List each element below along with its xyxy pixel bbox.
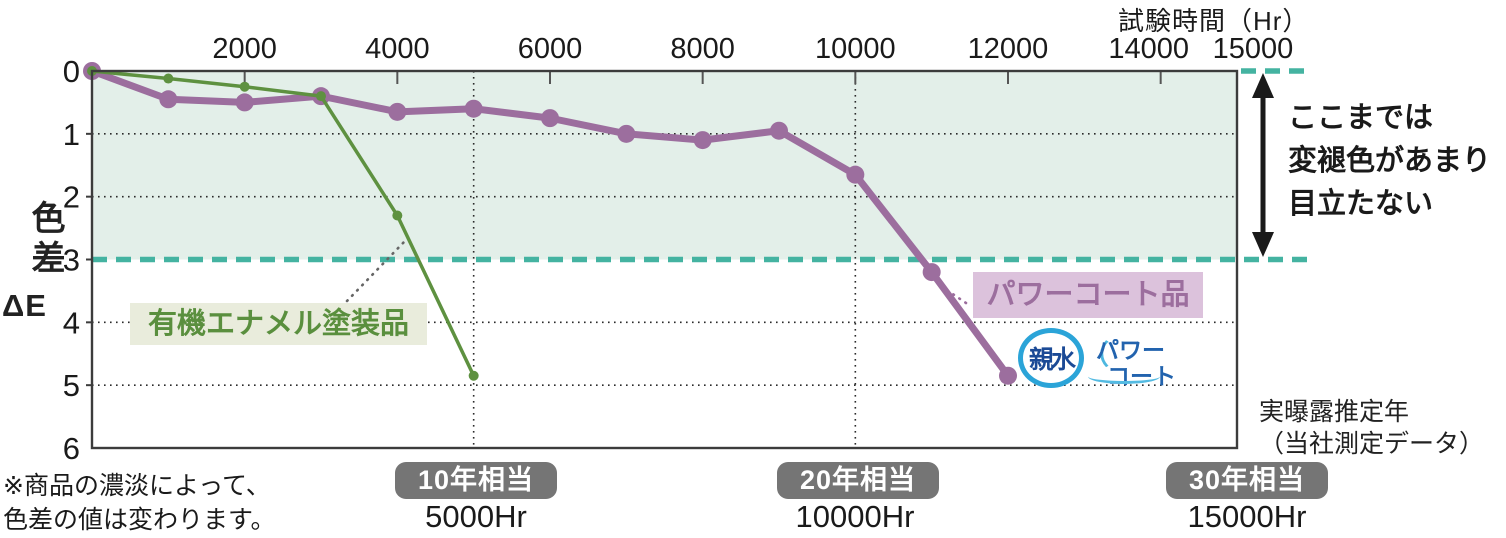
equivalent-hours-10yr: 5000Hr (425, 499, 527, 534)
footnote-line1: ※商品の濃淡によって、 (3, 472, 271, 500)
series-1-point (392, 210, 403, 221)
exposure-estimate-line2: （当社測定データ） (1259, 430, 1485, 458)
series-0-point (617, 124, 636, 143)
x-tick-label: 14000 (1108, 33, 1189, 65)
y-tick-label: 1 (63, 117, 80, 152)
series-0-point (770, 121, 788, 140)
logo-circle-text: 親水 (1028, 346, 1076, 374)
series-0-point (999, 366, 1017, 385)
logo-text-line1: パワー (1096, 337, 1165, 363)
series-0-point (541, 109, 559, 128)
y-tick-label: 6 (63, 431, 80, 466)
organic-label-leader (345, 240, 406, 303)
equivalent-badge-20yr: 20年相当 (777, 462, 939, 499)
band-annotation: ここまでは 変褪色があまり 目立たない (1288, 97, 1491, 226)
y-tick-label: 0 (63, 54, 80, 89)
range-arrow-head-top (1252, 73, 1274, 98)
x-tick-label: 12000 (968, 33, 1049, 65)
equivalent-hours-30yr: 15000Hr (1187, 499, 1307, 534)
series-1-point (163, 73, 174, 84)
series-0-point (159, 90, 178, 109)
series-0-point (464, 99, 483, 118)
x-axis-title: 試験時間（Hr） (1118, 6, 1310, 36)
footnote: ※商品の濃淡によって、 色差の値は変わります。 (3, 469, 276, 537)
x-tick-label: 2000 (212, 33, 277, 65)
equivalent-badge-30yr: 30年相当 (1166, 462, 1328, 499)
y-tick-label: 5 (63, 368, 80, 403)
equivalent-hours-20yr: 10000Hr (795, 499, 915, 534)
series-0-point (235, 93, 254, 112)
logo-underline-swoosh (1088, 369, 1160, 384)
series-0-point (693, 131, 712, 150)
x-tick-label: 6000 (518, 33, 583, 65)
y-axis-title-delta-e: ΔE (2, 288, 47, 323)
series-0-point (922, 263, 941, 282)
x-tick-label: 10000 (815, 33, 896, 65)
exposure-estimate-line1: 実曝露推定年 (1259, 398, 1410, 426)
plot-frame (90, 69, 1239, 450)
y-axis-title: 色差 (26, 200, 64, 280)
logo-swoosh-paren: （ (1082, 340, 1109, 370)
band-annotation-line3: 目立たない (1288, 188, 1434, 220)
series-0-point (388, 102, 407, 121)
y-tick-label: 2 (63, 180, 80, 215)
footnote-line2: 色差の値は変わります。 (3, 506, 276, 534)
organic-enamel-series-label: 有機エナメル塗装品 (130, 303, 427, 345)
series-1-point (316, 91, 326, 102)
exposure-estimate-label: 実曝露推定年 （当社測定データ） (1259, 396, 1484, 460)
y-tick-label: 4 (63, 305, 80, 340)
x-tick-label: 15000 (1213, 33, 1294, 65)
band-annotation-line1: ここまでは (1288, 102, 1434, 134)
equivalent-badge-10yr: 10年相当 (395, 462, 557, 499)
series-1-point (239, 81, 250, 92)
logo-circle-mark: 親水 (1018, 328, 1084, 388)
band-annotation-line2: 変褪色があまり (1288, 145, 1492, 177)
series-0-point (846, 165, 865, 184)
range-arrow-head-bottom (1252, 232, 1274, 257)
powercoat-series-label: パワーコート品 (973, 272, 1203, 318)
series-line-1 (90, 69, 476, 378)
y-tick-label: 3 (63, 243, 80, 278)
series-1-point (468, 370, 479, 381)
x-tick-label: 8000 (670, 33, 735, 65)
x-tick-label: 4000 (365, 33, 430, 65)
hydrophilic-powercoat-logo: 親水 （ パワー コート (1016, 325, 1176, 389)
